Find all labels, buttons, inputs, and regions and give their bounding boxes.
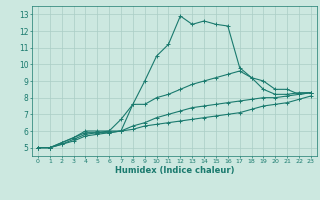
X-axis label: Humidex (Indice chaleur): Humidex (Indice chaleur) (115, 166, 234, 175)
